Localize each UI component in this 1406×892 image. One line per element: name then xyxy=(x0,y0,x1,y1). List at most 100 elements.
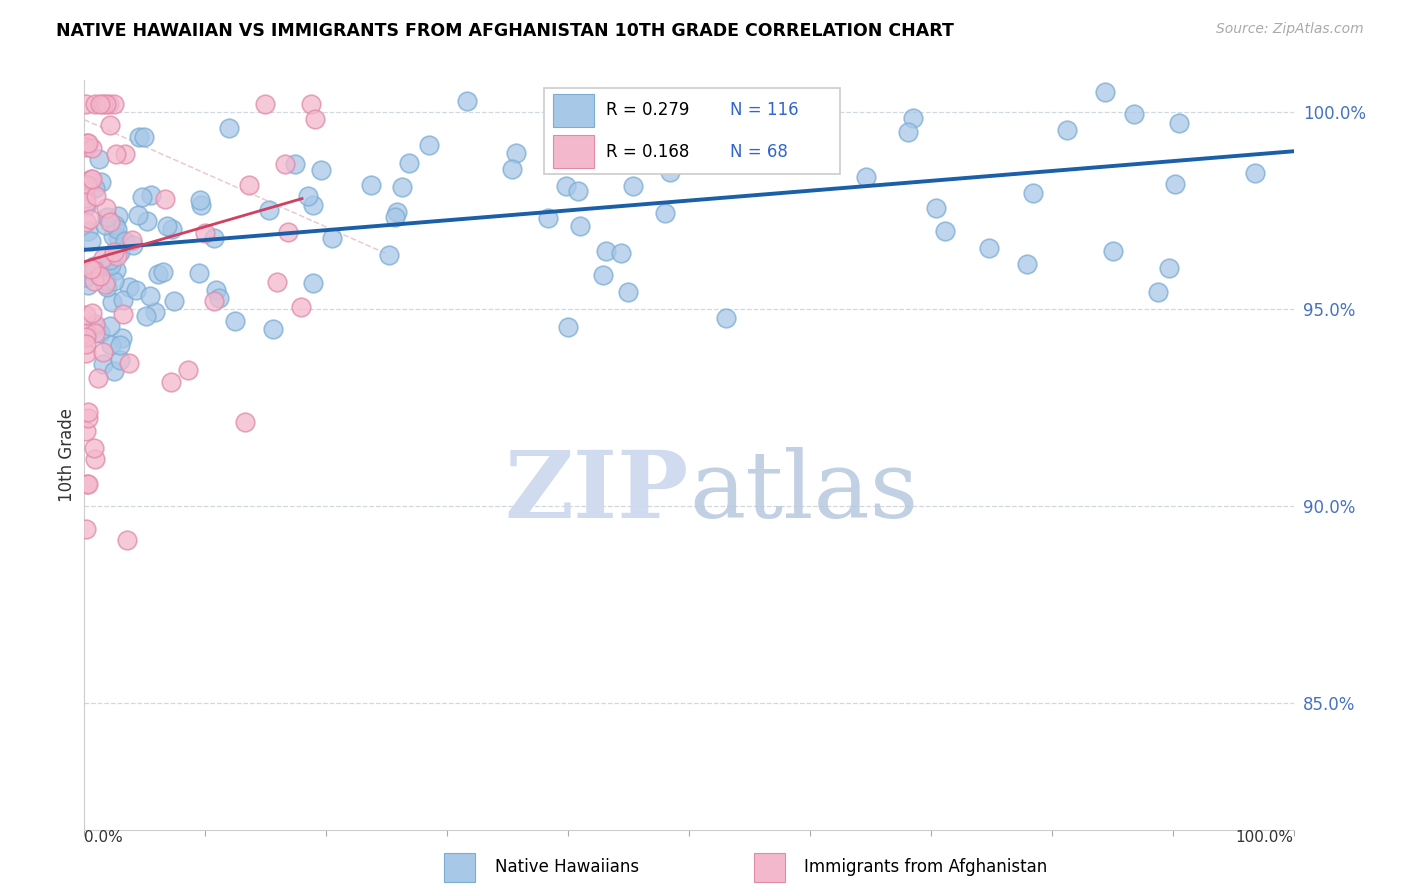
Point xyxy=(977,241,1000,255)
Point xyxy=(104,218,127,232)
Point xyxy=(897,124,920,138)
Point xyxy=(505,145,527,160)
Point xyxy=(75,330,97,344)
FancyBboxPatch shape xyxy=(754,854,785,881)
Point xyxy=(131,190,153,204)
Point xyxy=(105,249,128,263)
Point xyxy=(96,274,118,288)
Point xyxy=(610,246,633,260)
Point xyxy=(177,363,200,377)
Text: 0.0%: 0.0% xyxy=(84,830,124,845)
Text: Source: ZipAtlas.com: Source: ZipAtlas.com xyxy=(1216,22,1364,37)
Point xyxy=(218,120,240,135)
Point xyxy=(654,206,676,220)
Point xyxy=(202,231,225,245)
Point xyxy=(83,274,105,288)
Point xyxy=(202,294,225,309)
Point xyxy=(75,269,97,284)
Point xyxy=(934,224,956,238)
Point xyxy=(111,293,134,307)
Point xyxy=(134,129,156,144)
Point xyxy=(104,263,127,277)
Point xyxy=(91,97,114,112)
Point xyxy=(110,338,132,352)
Point xyxy=(75,194,97,209)
Point xyxy=(187,266,209,280)
Point xyxy=(567,184,589,198)
Point xyxy=(84,181,107,195)
Point xyxy=(377,248,399,262)
Point xyxy=(98,214,121,228)
Point xyxy=(664,136,686,150)
Point xyxy=(901,112,924,126)
Point xyxy=(658,165,681,179)
Point xyxy=(118,356,141,370)
Point xyxy=(146,267,169,281)
Text: ZIP: ZIP xyxy=(505,448,689,537)
Point xyxy=(321,231,343,245)
Point xyxy=(1094,85,1116,99)
Point xyxy=(153,192,176,206)
Point xyxy=(96,210,118,224)
Point xyxy=(114,234,136,248)
Point xyxy=(75,199,97,213)
Point xyxy=(75,326,97,340)
Point xyxy=(1163,177,1185,191)
Point xyxy=(1147,285,1170,299)
Point xyxy=(162,222,184,236)
Point xyxy=(83,452,105,467)
Point xyxy=(108,353,131,368)
Point xyxy=(1168,116,1191,130)
Point xyxy=(108,244,131,259)
Point xyxy=(127,208,149,222)
Point xyxy=(98,319,121,334)
Point xyxy=(385,205,408,219)
Point xyxy=(302,198,325,212)
Point xyxy=(94,218,117,232)
Point xyxy=(205,284,228,298)
Point xyxy=(105,147,128,161)
Point xyxy=(83,263,105,277)
Point xyxy=(75,140,97,154)
Point xyxy=(103,364,125,378)
Point xyxy=(75,345,97,359)
Point xyxy=(117,533,139,547)
Point xyxy=(77,264,100,278)
Y-axis label: 10th Grade: 10th Grade xyxy=(58,408,76,502)
Point xyxy=(290,300,312,314)
Point xyxy=(77,278,100,293)
Point xyxy=(86,267,108,281)
Point xyxy=(152,265,174,279)
Point xyxy=(418,137,440,152)
Point xyxy=(141,188,163,202)
Point xyxy=(163,294,186,309)
Point xyxy=(96,201,118,215)
Point xyxy=(98,252,121,267)
Point xyxy=(114,146,136,161)
Point xyxy=(84,97,107,112)
Point xyxy=(138,289,160,303)
Point xyxy=(156,219,179,233)
Point xyxy=(89,97,111,112)
Point xyxy=(1021,186,1043,200)
Point xyxy=(98,97,121,112)
Point xyxy=(284,157,307,171)
Point xyxy=(84,319,107,334)
Point xyxy=(105,222,128,236)
Point xyxy=(79,211,101,226)
Point xyxy=(616,285,638,299)
Point xyxy=(925,202,948,216)
Point xyxy=(76,224,98,238)
Point xyxy=(75,191,97,205)
Point xyxy=(190,193,212,207)
Point xyxy=(107,210,129,224)
Point xyxy=(1157,260,1180,275)
Point xyxy=(592,268,614,282)
Point xyxy=(75,522,97,536)
Point xyxy=(101,295,124,310)
Point xyxy=(654,120,676,134)
Point xyxy=(1017,257,1039,271)
Point xyxy=(80,141,103,155)
Point xyxy=(208,291,231,305)
Point xyxy=(621,179,644,194)
